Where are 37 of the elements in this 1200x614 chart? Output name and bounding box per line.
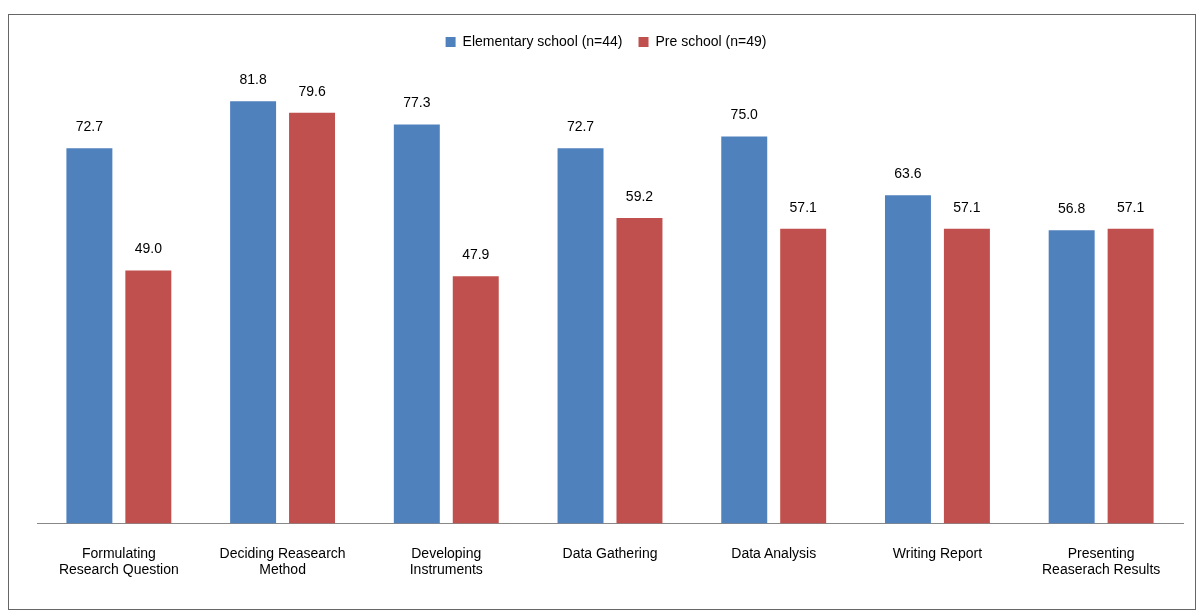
data-label: 72.7 (75, 118, 104, 135)
data-label: 59.2 (625, 187, 654, 204)
bar (721, 136, 768, 524)
data-label: 81.8 (239, 71, 267, 88)
data-label: 79.6 (298, 82, 326, 99)
x-tick-label: Writing Report (892, 544, 983, 561)
legend-label: Elementary school (n=44) (462, 32, 623, 49)
bar (125, 270, 172, 524)
bar (1107, 228, 1154, 524)
data-label: 56.8 (1058, 200, 1086, 217)
data-label: 57.1 (953, 198, 981, 215)
x-tick-label: Developing Instruments (409, 544, 483, 578)
x-tick-label: Data Analysis (731, 544, 817, 561)
data-label: 63.6 (894, 165, 922, 182)
data-label: 77.3 (403, 94, 431, 111)
bar (230, 101, 277, 524)
bar (289, 112, 336, 524)
x-tick-label: Data Gathering (562, 544, 658, 561)
bar (452, 276, 499, 524)
legend-label: Pre school (n=49) (655, 32, 767, 49)
bar (943, 228, 990, 524)
bar (884, 195, 931, 524)
x-tick-label: Formulating Research Question (58, 544, 179, 578)
data-label: 47.9 (462, 246, 490, 263)
bar (616, 217, 663, 524)
bar (66, 148, 113, 524)
data-label: 57.1 (789, 198, 818, 215)
bar (393, 124, 440, 524)
data-label: 72.7 (566, 118, 595, 135)
data-label: 49.0 (134, 240, 163, 257)
x-tick-label: Presenting Reaserach Results (1042, 544, 1161, 578)
x-tick-label: Deciding Reasearch Method (219, 544, 346, 578)
bar (780, 228, 827, 524)
bar (1048, 230, 1095, 524)
data-label: 57.1 (1116, 198, 1145, 215)
bar (557, 148, 604, 524)
data-label: 75.0 (730, 106, 759, 123)
